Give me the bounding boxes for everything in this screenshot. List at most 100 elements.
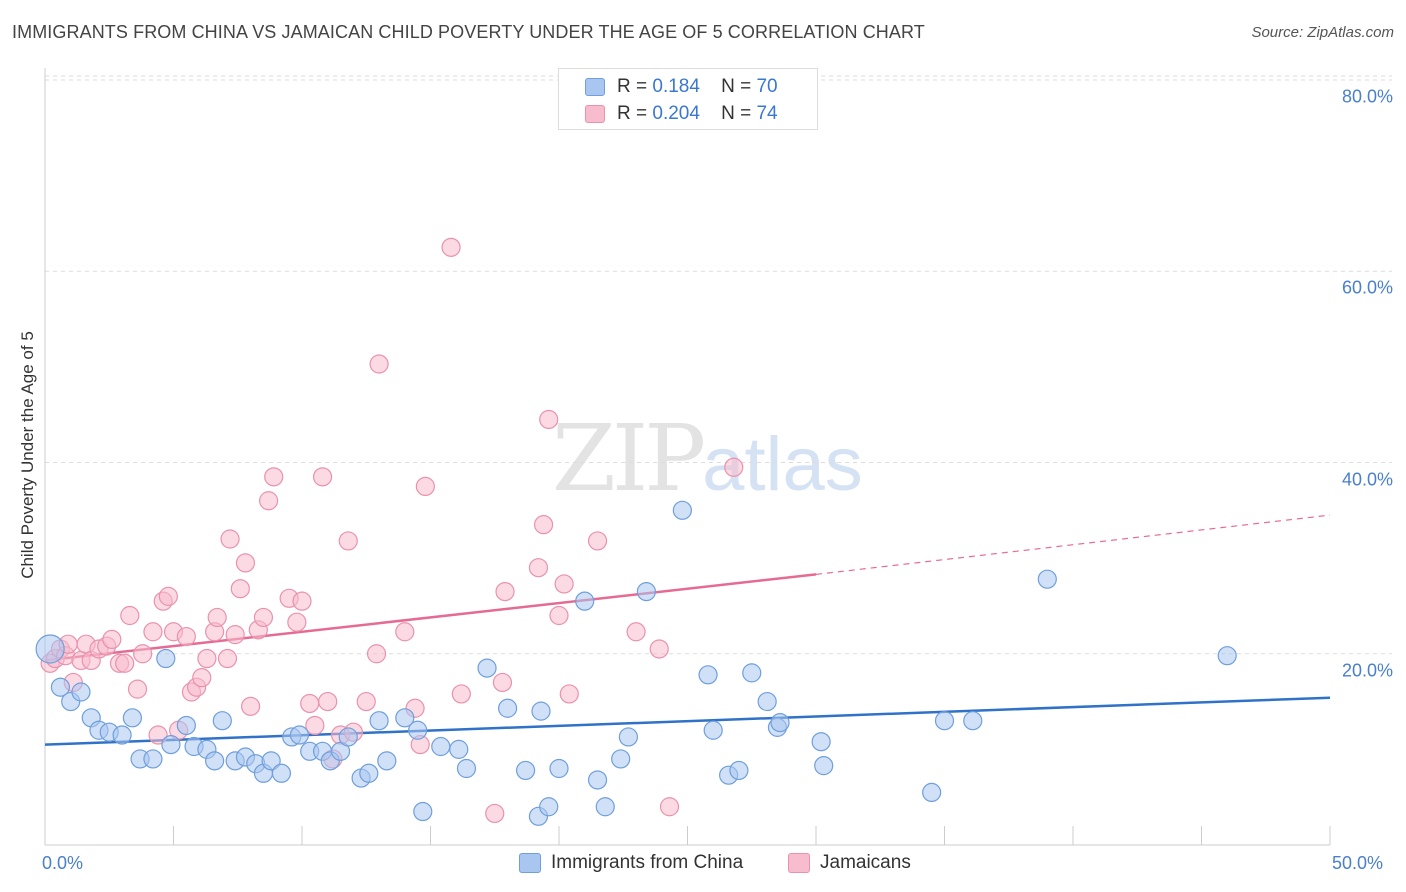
trend-line-china xyxy=(44,696,1331,746)
jamaican-point xyxy=(492,672,513,693)
china-point xyxy=(359,763,379,783)
legend-r-value-china: 0.184 xyxy=(652,76,700,97)
bottom-legend-jamaicans: Jamaicans xyxy=(788,852,911,874)
jamaican-point xyxy=(241,696,261,716)
china-point xyxy=(770,712,790,733)
china-point xyxy=(377,751,397,771)
jamaican-point xyxy=(587,531,608,551)
jamaican-point xyxy=(554,574,574,594)
china-point xyxy=(703,720,723,740)
china-point xyxy=(1037,569,1057,589)
trend-line-jamaicans-dashed xyxy=(815,514,1331,575)
china-point xyxy=(261,751,281,771)
source-label: Source: ZipAtlas.com xyxy=(1251,24,1394,41)
points-china xyxy=(35,500,1237,826)
jamaican-point xyxy=(235,553,256,573)
x-tick-min: 0.0% xyxy=(42,853,84,873)
china-point xyxy=(112,725,132,745)
china-point xyxy=(161,734,181,755)
y-tick-label: 60.0% xyxy=(1341,277,1393,298)
china-point xyxy=(575,591,595,611)
china-point xyxy=(1217,646,1237,666)
china-point xyxy=(934,711,955,731)
y-tick-label: 20.0% xyxy=(1341,660,1393,681)
china-point xyxy=(595,797,615,817)
china-point xyxy=(611,749,631,769)
trend-line-jamaicans xyxy=(44,514,1331,662)
jamaican-point xyxy=(356,691,376,712)
jamaican-point xyxy=(192,668,212,688)
china-point xyxy=(413,801,433,822)
china-point xyxy=(587,770,608,790)
jamaican-point xyxy=(528,558,549,578)
china-point xyxy=(449,739,469,759)
chart-title: IMMIGRANTS FROM CHINA VS JAMAICAN CHILD … xyxy=(12,22,925,42)
jamaican-point xyxy=(115,653,135,673)
china-point xyxy=(431,736,451,757)
jamaican-point xyxy=(102,629,122,650)
china-point xyxy=(963,711,983,731)
jamaican-point xyxy=(253,607,274,628)
jamaican-point xyxy=(485,803,505,824)
jamaican-point xyxy=(133,644,153,664)
jamaican-point xyxy=(369,354,389,374)
legend-swatch-china xyxy=(585,78,605,96)
jamaican-point xyxy=(225,625,245,645)
jamaican-point xyxy=(120,605,140,626)
china-point xyxy=(477,658,497,678)
china-point xyxy=(539,797,559,817)
y-tick-label: 80.0% xyxy=(1341,86,1393,107)
china-point xyxy=(122,708,142,728)
legend-n-label: N = xyxy=(721,103,752,124)
china-point xyxy=(156,648,176,669)
jamaican-point xyxy=(415,476,435,497)
trend-line-china-solid xyxy=(44,696,1331,746)
jamaican-point xyxy=(127,679,148,699)
china-point xyxy=(698,665,718,685)
china-point xyxy=(922,782,942,803)
bottom-legend-swatch-china xyxy=(519,853,541,873)
china-point xyxy=(143,749,163,769)
china-point xyxy=(498,698,518,718)
china-point xyxy=(814,756,834,776)
bottom-legend-china: Immigrants from China xyxy=(519,852,743,874)
y-tick-label: 40.0% xyxy=(1341,469,1393,489)
china-point xyxy=(549,758,569,779)
jamaican-point xyxy=(451,684,471,704)
jamaican-point xyxy=(287,612,307,632)
legend-r-label: R = xyxy=(617,103,648,124)
jamaican-point xyxy=(300,693,320,714)
jamaican-point xyxy=(148,725,168,745)
stats-legend: R = 0.184 N = 70 R = 0.204 N = 74 xyxy=(558,68,818,130)
bottom-legend-label-china: Immigrants from China xyxy=(551,852,744,873)
legend-row-china: R = 0.184 N = 70 xyxy=(585,74,778,100)
jamaican-point xyxy=(217,648,238,669)
jamaican-point xyxy=(292,591,312,611)
jamaican-point xyxy=(312,467,333,487)
jamaican-point xyxy=(207,607,227,628)
jamaican-point xyxy=(264,467,284,487)
china-point xyxy=(811,732,831,752)
china-point xyxy=(338,727,358,747)
jamaican-point xyxy=(338,531,358,551)
jamaican-point xyxy=(533,515,554,535)
jamaican-point xyxy=(659,797,680,817)
legend-n-value-china: 70 xyxy=(756,76,778,97)
legend-row-jamaicans: R = 0.204 N = 74 xyxy=(585,101,778,127)
jamaican-point xyxy=(366,644,387,664)
watermark-zip: ZIP xyxy=(552,405,706,512)
legend-n-label: N = xyxy=(721,76,752,97)
china-point xyxy=(212,711,232,731)
jamaican-point xyxy=(495,581,515,602)
china-point xyxy=(176,715,196,736)
legend-r-label: R = xyxy=(617,76,648,97)
points-jamaicans xyxy=(40,237,744,824)
china-point xyxy=(50,677,71,697)
jamaican-point xyxy=(441,237,461,257)
china-point xyxy=(636,581,656,602)
jamaican-point xyxy=(539,409,559,430)
jamaican-point xyxy=(626,622,646,642)
jamaican-point xyxy=(258,491,279,511)
watermark: ZIPatlas xyxy=(552,405,863,512)
